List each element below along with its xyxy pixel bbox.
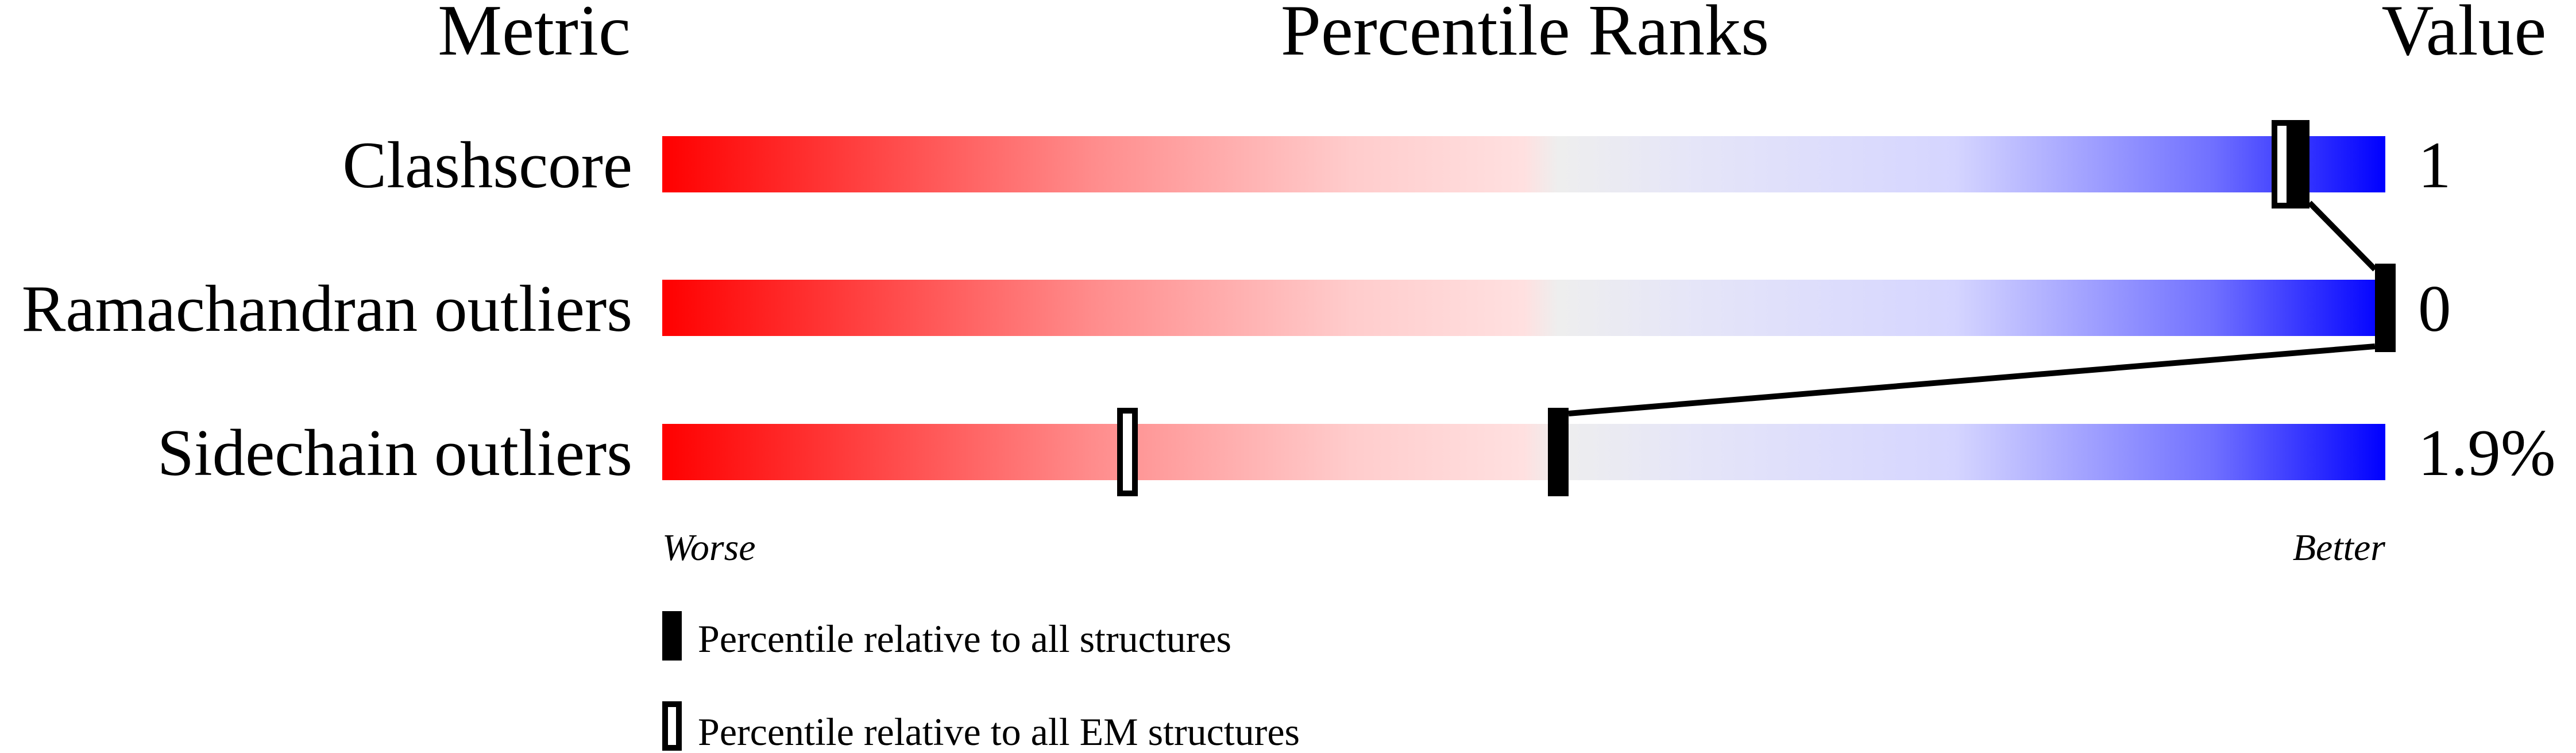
metric-value: 1	[2418, 129, 2451, 202]
percentile-bar	[662, 280, 2385, 336]
worse-label: Worse	[662, 527, 756, 569]
connector-line	[2307, 200, 2377, 272]
metric-value: 1.9%	[2418, 416, 2556, 489]
percentile-bar	[662, 136, 2385, 192]
legend-open-marker	[662, 701, 682, 751]
metric-label: Sidechain outliers	[157, 416, 632, 489]
em-percentile-marker	[1117, 408, 1138, 496]
legend-filled-marker	[662, 611, 682, 661]
better-label: Better	[2293, 527, 2386, 569]
percentile-bar	[662, 424, 2385, 480]
header-metric: Metric	[438, 0, 631, 71]
legend-em-structures: Percentile relative to all EM structures	[698, 710, 1300, 753]
legend-all-structures: Percentile relative to all structures	[698, 617, 1231, 661]
metric-value: 0	[2418, 272, 2451, 345]
all-percentile-marker	[1548, 408, 1569, 496]
metric-label: Clashscore	[342, 129, 632, 202]
em-percentile-marker	[2272, 120, 2292, 208]
all-percentile-marker	[2289, 120, 2309, 208]
header-value: Value	[2382, 0, 2547, 71]
chart-title: Percentile Ranks	[1281, 0, 1769, 71]
all-percentile-marker	[2375, 264, 2396, 352]
connector-line	[1568, 343, 2376, 416]
metric-label: Ramachandran outliers	[22, 272, 632, 345]
